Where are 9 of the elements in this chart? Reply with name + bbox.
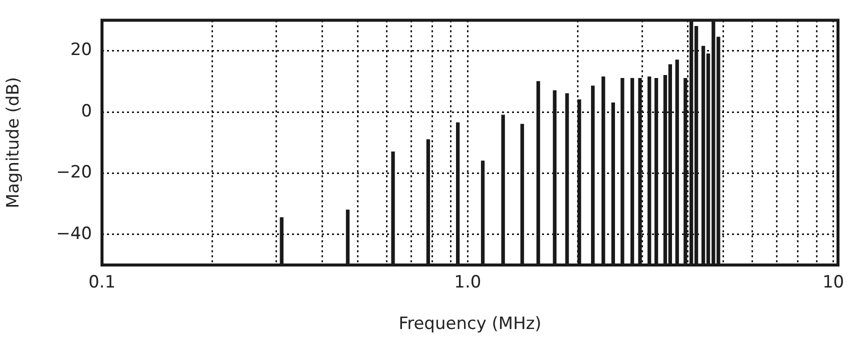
y-tick-label: 0 <box>81 101 92 122</box>
y-axis-title: Magnitude (dB) <box>4 77 24 208</box>
x-tick-label: 1.0 <box>454 272 482 293</box>
y-tick-label: −20 <box>56 162 92 183</box>
x-tick-label: 10 <box>822 272 844 293</box>
y-tick-label: 20 <box>70 40 92 60</box>
x-axis-title: Frequency (MHz) <box>398 314 542 334</box>
y-tick-label: −40 <box>56 224 92 244</box>
x-tick-label: 0.1 <box>88 272 116 293</box>
